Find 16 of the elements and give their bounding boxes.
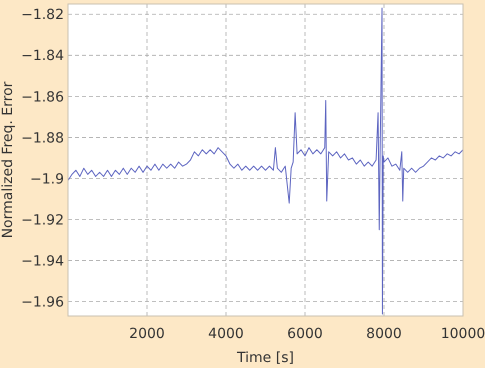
y-tick-label: −1.84 bbox=[21, 48, 64, 64]
y-tick-label: −1.92 bbox=[21, 212, 64, 228]
x-tick-label: 10000 bbox=[440, 326, 485, 342]
x-axis-title: Time [s] bbox=[236, 350, 294, 366]
x-tick-label: 4000 bbox=[208, 326, 244, 342]
x-tick-label: 6000 bbox=[287, 326, 323, 342]
line-series bbox=[68, 8, 463, 314]
x-tick-label: 8000 bbox=[366, 326, 402, 342]
y-tick-label: −1.94 bbox=[21, 253, 64, 270]
y-tick-label: −1.9 bbox=[30, 171, 64, 188]
y-axis-title: Normalized Freq. Error bbox=[0, 81, 16, 238]
y-tick-label: −1.82 bbox=[21, 7, 64, 24]
y-tick-label: −1.86 bbox=[21, 89, 64, 106]
y-tick-label: −1.88 bbox=[21, 130, 64, 146]
x-tick-label: 2000 bbox=[129, 326, 165, 342]
y-tick-label: −1.96 bbox=[21, 294, 64, 311]
